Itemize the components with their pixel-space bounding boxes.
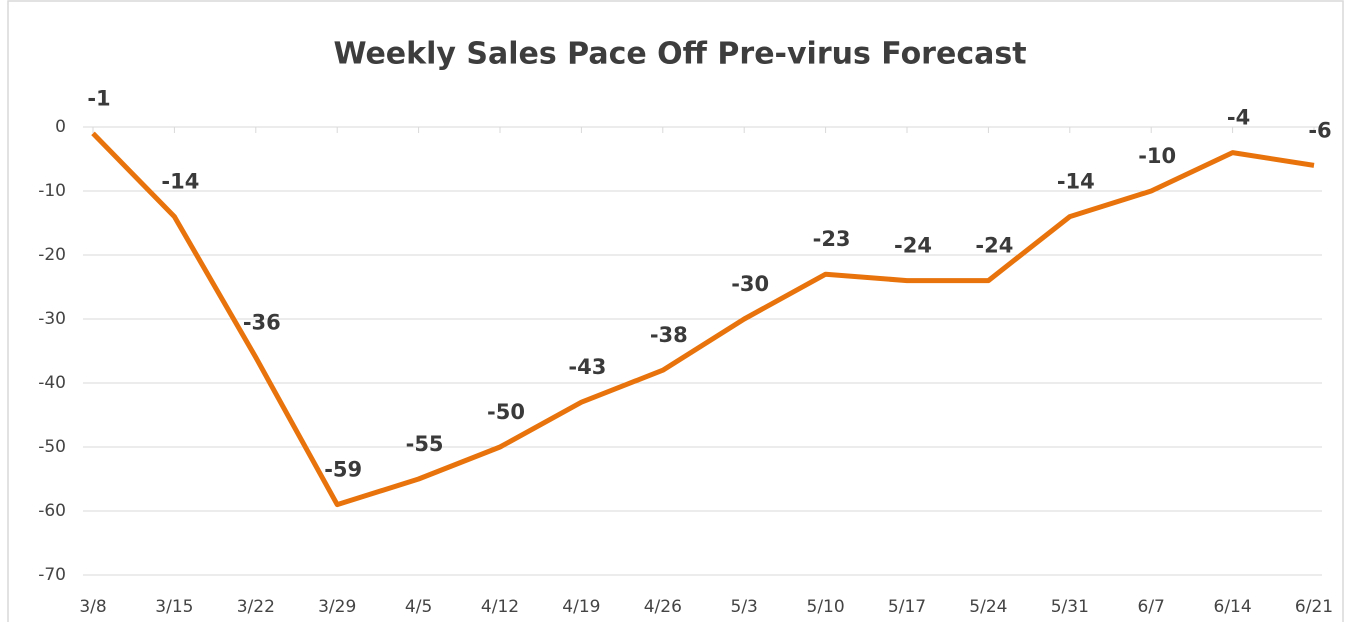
data-label: -50 xyxy=(487,400,525,424)
line xyxy=(91,131,1315,508)
y-tick-label: -20 xyxy=(38,245,66,265)
data-label: -24 xyxy=(894,234,932,258)
data-label: -6 xyxy=(1308,118,1331,142)
data-label: -1 xyxy=(87,86,110,110)
x-tick-label: 6/7 xyxy=(1138,597,1165,617)
y-tick-label: -50 xyxy=(38,437,66,457)
x-tick-label: 5/31 xyxy=(1051,597,1089,617)
data-label: -14 xyxy=(1057,170,1095,194)
y-tick-label: -30 xyxy=(38,309,66,329)
y-tick-label: -60 xyxy=(38,501,66,521)
x-tick-label: 5/24 xyxy=(969,597,1007,617)
x-tick-label: 5/17 xyxy=(888,597,926,617)
data-label: -4 xyxy=(1227,106,1250,130)
chart-title: Weekly Sales Pace Off Pre-virus Forecast xyxy=(333,37,1026,72)
data-label: -24 xyxy=(975,234,1013,258)
x-tick-label: 5/10 xyxy=(807,597,845,617)
x-tick-label: 5/3 xyxy=(731,597,758,617)
x-tick-label: 6/21 xyxy=(1295,597,1333,617)
data-label: -14 xyxy=(161,170,199,194)
data-label: -30 xyxy=(731,272,769,296)
x-tick-label: 3/22 xyxy=(237,597,275,617)
y-tick-label: -70 xyxy=(38,565,66,585)
data-label: -38 xyxy=(650,323,688,347)
y-tick-label: 0 xyxy=(55,117,66,137)
x-tick-label: 4/19 xyxy=(562,597,600,617)
x-tick-label: 3/29 xyxy=(318,597,356,617)
data-label: -10 xyxy=(1138,144,1176,168)
x-tick-label: 4/12 xyxy=(481,597,519,617)
x-tick-label: 6/14 xyxy=(1214,597,1252,617)
data-label: -36 xyxy=(243,310,281,334)
x-tick-label: 4/5 xyxy=(405,597,432,617)
data-label: -43 xyxy=(568,355,606,379)
chart-border xyxy=(7,0,1344,622)
data-label: -23 xyxy=(813,227,851,251)
data-label: -55 xyxy=(406,432,444,456)
y-tick-label: -40 xyxy=(38,373,66,393)
x-tick-label: 3/15 xyxy=(155,597,193,617)
x-tick-label: 3/8 xyxy=(79,597,106,617)
y-tick-label: -10 xyxy=(38,181,66,201)
data-label: -59 xyxy=(324,458,362,482)
x-tick-label: 4/26 xyxy=(644,597,682,617)
